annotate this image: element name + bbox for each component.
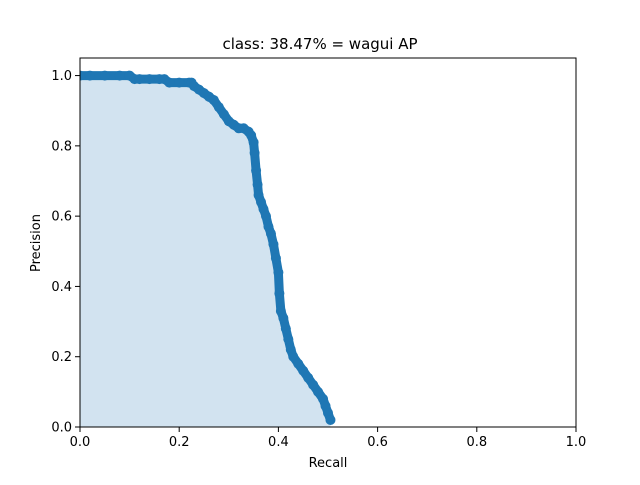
data-point [313, 386, 324, 397]
plot-frame [79, 57, 577, 428]
data-point [308, 379, 319, 390]
x-tick-label: 0.0 [70, 435, 91, 450]
data-point [261, 211, 271, 222]
data-point [208, 95, 219, 106]
data-point [303, 372, 314, 383]
y-tick-label: 0.4 [51, 280, 72, 295]
plot-layer [80, 70, 336, 427]
x-tick-label: 0.8 [466, 435, 487, 450]
data-point [84, 70, 95, 81]
y-tick-label: 0.2 [51, 350, 72, 365]
x-tick-label: 0.2 [169, 435, 190, 450]
data-point [80, 70, 85, 81]
y-tick-label: 0.6 [51, 210, 72, 225]
data-point [249, 147, 260, 158]
data-point [174, 77, 185, 88]
x-axis-label: Recall [309, 456, 348, 471]
x-tick-label: 1.0 [566, 435, 587, 450]
data-point [325, 414, 336, 425]
x-tick-label: 0.6 [367, 435, 388, 450]
y-tick-label: 0.0 [51, 421, 72, 436]
data-point [114, 70, 125, 81]
x-tick-label: 0.4 [268, 435, 289, 450]
series-0-area [80, 75, 331, 427]
data-point [280, 323, 291, 334]
data-point [278, 313, 289, 324]
y-tick-label: 0.8 [51, 139, 72, 154]
data-point [252, 179, 263, 190]
y-axis-label: Precision [29, 214, 44, 272]
data-point [144, 74, 155, 85]
data-point [298, 365, 309, 376]
data-point [99, 70, 110, 81]
data-point [218, 109, 229, 120]
data-point [213, 102, 224, 113]
data-point [265, 228, 276, 239]
chart-title: class: 38.47% = wagui AP [222, 35, 417, 53]
data-point [273, 267, 284, 278]
y-tick-label: 1.0 [51, 69, 72, 84]
data-point [134, 74, 145, 85]
y-axis: 0.0 0.2 0.4 0.6 0.8 1.0 [51, 69, 80, 436]
data-point [248, 137, 259, 148]
data-point [164, 77, 175, 88]
data-point [274, 288, 285, 299]
data-point [283, 334, 294, 345]
x-axis: 0.0 0.2 0.4 0.6 0.8 1.0 [70, 427, 587, 450]
data-point [251, 165, 262, 176]
data-point [288, 351, 299, 362]
data-point [270, 253, 281, 264]
data-point [268, 239, 279, 250]
data-point [293, 358, 304, 369]
